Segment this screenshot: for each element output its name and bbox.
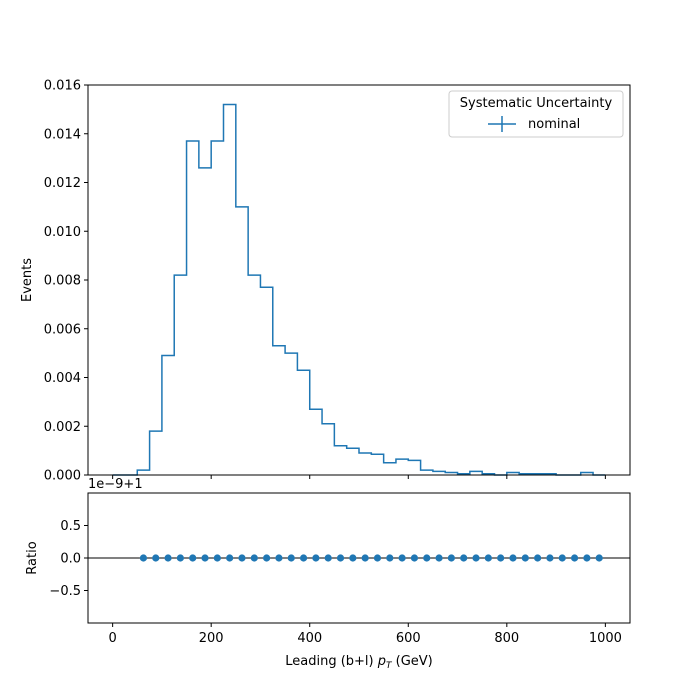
ratio-point [349,554,357,562]
ratio-point [275,554,283,562]
ratio-point [447,554,455,562]
ratio-point [398,554,406,562]
ratio-point [312,554,320,562]
ratio-x-tick-label: 600 [396,631,421,646]
ratio-x-tick-label: 200 [199,631,224,646]
ratio-points [139,554,603,562]
main-panel: 0.000 0.002 0.004 0.006 0.008 0.010 0.012 0.014… [20,79,631,484]
main-histogram [112,103,606,476]
ratio-point [386,554,394,562]
ratio-point [410,554,419,562]
legend-nominal-marker [488,116,516,132]
legend-box [448,90,624,138]
main-y-tick-label: 0.006 [44,322,81,337]
main-plot-area [88,85,630,475]
main-y-tick-label: 0.012 [44,176,81,191]
ratio-point [189,554,197,562]
ratio-point [361,554,369,562]
ratio-point [595,554,603,562]
legend-entry-nominal: nominal [528,117,580,132]
ratio-x-tick-label: 800 [494,631,519,646]
ratio-point [226,554,234,562]
x-axis-label: Leading (b+l) pT (GeV) [285,654,433,671]
ratio-point [324,554,332,562]
main-y-tick-label: 0.008 [44,274,81,289]
histogram-step-line [112,103,606,476]
ratio-point [176,554,184,562]
ratio-point [201,554,209,562]
legend[interactable]: Systematic Uncertainty nominal [448,90,624,138]
ratio-point [460,554,468,562]
ratio-point [423,554,431,562]
ratio-point [213,554,221,562]
ratio-x-axis: 0 200 400 600 800 1000 [108,623,622,646]
ratio-point [238,554,246,562]
ratio-point [336,554,345,562]
ratio-plot-frame [87,492,631,624]
ratio-point [558,554,566,562]
ratio-point [373,554,382,562]
ratio-y-axis: −0.5 0.0 0.5 [49,519,88,599]
main-plot-frame [87,84,631,476]
ratio-point [139,554,148,562]
ratio-point [509,554,517,562]
ratio-x-tick-label: 400 [297,631,322,646]
ratio-x-tick-label: 1000 [589,631,622,646]
ratio-point [299,554,308,562]
ratio-point [497,554,505,562]
ratio-x-tick-label: 0 [108,631,116,646]
ratio-point [250,554,258,562]
ratio-y-tick-label: 0.0 [60,552,81,567]
ratio-y-tick-label: 0.5 [60,519,81,534]
main-y-tick-label: 0.010 [44,225,81,240]
legend-title: Systematic Uncertainty [460,96,613,111]
ratio-panel: −0.5 0.0 0.5 0 200 400 600 800 1000 1e−9+1 Rati… [25,477,631,671]
ratio-point [521,554,529,562]
ratio-point [583,554,591,562]
main-y-tick-label: 0.000 [44,469,81,484]
main-y-axis: 0.000 0.002 0.004 0.006 0.008 0.010 0.012 0.014… [44,79,88,484]
ratio-offset-label: 1e−9+1 [88,477,143,492]
main-x-axis [112,475,606,479]
main-y-tick-label: 0.002 [44,420,81,435]
main-y-tick-label: 0.004 [44,371,81,386]
ratio-point [472,554,480,562]
ratio-y-tick-label: −0.5 [49,584,81,599]
ratio-point [164,554,172,562]
ratio-point [287,554,295,562]
ratio-point [546,554,554,562]
ratio-point [263,554,271,562]
ratio-point [534,554,542,562]
main-y-axis-label: Events [20,258,35,302]
main-y-tick-label: 0.016 [44,79,81,94]
main-y-tick-label: 0.014 [44,127,81,142]
ratio-point [484,554,492,562]
ratio-point [435,554,443,562]
ratio-point [152,554,160,562]
ratio-point [570,554,579,562]
ratio-y-axis-label: Ratio [25,541,40,574]
